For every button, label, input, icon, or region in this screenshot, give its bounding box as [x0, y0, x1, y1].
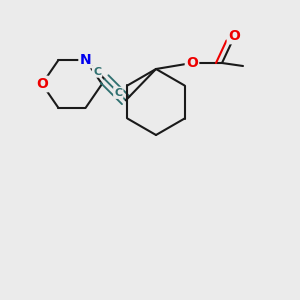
Text: O: O [228, 29, 240, 43]
Text: O: O [186, 56, 198, 70]
Text: C: C [114, 88, 122, 98]
Text: O: O [36, 77, 48, 91]
Text: C: C [93, 67, 101, 76]
Text: N: N [80, 53, 91, 67]
